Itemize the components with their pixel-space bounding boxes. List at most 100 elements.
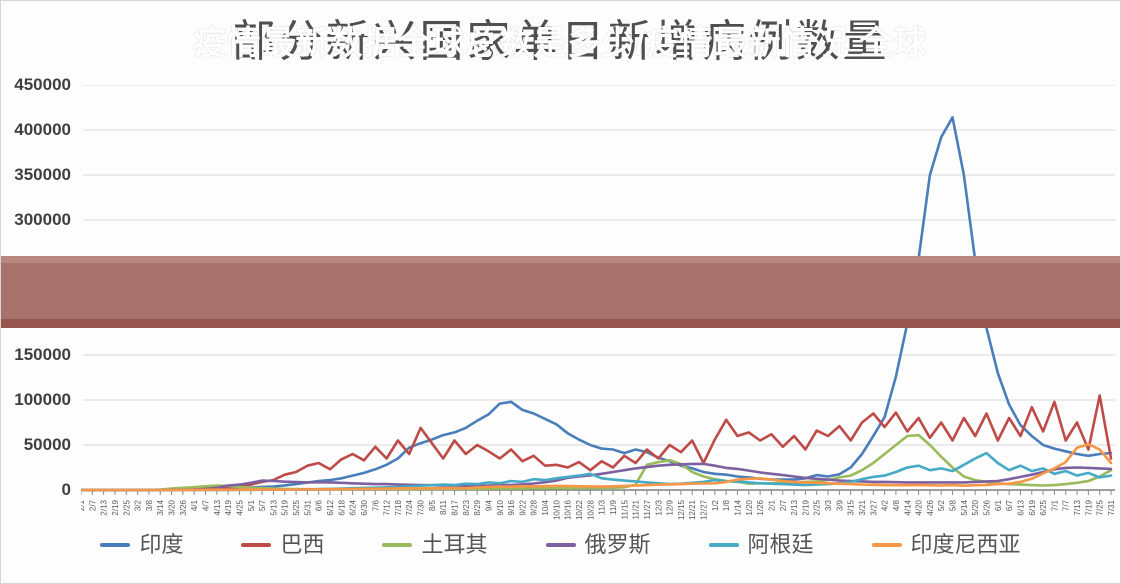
x-axis-tick-label: 3/9 [835,499,844,511]
legend-label-india: 印度 [139,532,184,557]
x-axis-tick-label: 2/19 [801,499,810,515]
x-axis-tick-label: 4/14 [903,499,912,515]
x-axis-tick-label: 12/9 [666,499,675,515]
y-axis-tick-label: 350000 [14,165,71,184]
line-russia [81,462,1113,492]
x-axis-tick-label: 2/25 [813,499,822,515]
x-axis-tick-label: 6/6 [315,499,324,511]
x-axis-tick-label: 4/19 [224,499,233,515]
y-axis-tick-label: 150000 [14,345,71,364]
legend-item-brazil: 巴西 [241,534,324,556]
x-axis-tick-label: 7/30 [417,499,426,515]
y-axis-tick-label: 400000 [14,120,71,139]
x-axis-tick-label: 3/2 [134,499,143,511]
legend-label-brazil: 巴西 [280,532,325,557]
x-axis-tick-label: 4/7 [202,499,211,511]
legend-item-russia: 俄罗斯 [545,532,651,557]
x-axis-tick-label: 6/30 [360,499,369,515]
legend-swatch-brazil [241,543,272,547]
x-axis-tick-label: 2/1 [81,499,86,511]
x-axis-tick-label: 6/1 [994,499,1003,511]
x-axis-tick-label: 5/8 [949,499,958,511]
legend-swatch-argentina [708,543,739,547]
x-axis-tick-label: 7/6 [371,499,380,511]
x-axis-tick-label: 6/12 [326,499,335,515]
legend-item-indonesia: 印度尼西亚 [871,532,1021,557]
x-axis-tick-label: 3/27 [869,499,878,515]
x-axis-tick-label: 2/7 [779,499,788,511]
x-axis-tick-label: 7/24 [405,499,414,515]
banner-bottom-strip [1,319,1120,328]
legend-item-india: 印度 [100,534,183,556]
x-axis-tick-label: 1/14 [733,499,742,515]
x-axis-tick-label: 2/7 [88,499,97,511]
x-axis-tick-label: 2/13 [100,499,109,515]
x-axis-tick-label: 5/13 [269,499,278,515]
x-axis-tick-label: 5/20 [971,499,980,515]
x-axis-tick-label: 9/22 [518,499,527,515]
x-axis-tick-label: 12/27 [700,499,709,520]
x-axis-tick-label: 8/29 [473,499,482,515]
legend-swatch-russia [545,543,576,547]
x-axis-tick-label: 5/14 [960,499,969,515]
x-axis-tick-label: 8/5 [428,499,437,511]
x-axis-tick-label: 4/25 [235,499,244,515]
x-axis-tick-label: 9/16 [507,499,516,515]
x-axis-tick-label: 1/8 [722,499,731,511]
banner-band [1,263,1120,319]
x-axis-tick-label: 3/8 [145,499,154,511]
legend-label-russia: 俄罗斯 [584,532,651,557]
x-axis-tick-label: 1/26 [756,499,765,515]
x-axis-tick-label: 4/20 [915,499,924,515]
legend-item-argentina: 阿根廷 [708,532,814,557]
x-axis-tick-label: 5/1 [247,499,256,511]
x-axis-tick-label: 11/21 [632,499,641,519]
x-axis-tick-label: 2/13 [790,499,799,515]
x-axis-tick-label: 6/24 [349,499,358,515]
x-axis-tick-label: 4/2 [881,499,890,511]
x-axis-tick-label: 8/17 [451,499,460,515]
x-axis-tick-label: 6/13 [1016,499,1025,515]
x-axis-tick-label: 4/8 [892,499,901,511]
legend-label-argentina: 阿根廷 [747,532,814,557]
line-turkey [81,433,1113,492]
x-axis-tick-label: 2/25 [122,499,131,515]
x-axis-tick-label: 7/31 [1107,499,1116,515]
x-axis-tick-label: 7/12 [383,499,392,515]
x-axis-tick-label: 10/16 [564,499,573,520]
x-axis-tick-label: 7/1 [1050,499,1059,511]
chart-legend: 印度 巴西 土耳其 俄罗斯 阿根廷 印度尼西亚 [1,534,1120,556]
y-axis-tick-label: 300000 [14,210,71,229]
x-axis-tick-label: 12/21 [688,499,697,520]
x-axis-tick-label: 3/3 [824,499,833,511]
x-axis-tick-label: 6/7 [1005,499,1014,511]
x-axis-tick-label: 11/15 [620,499,629,519]
y-axis-tick-label: 100000 [14,390,71,409]
legend-item-turkey: 土耳其 [382,532,488,557]
x-axis-tick-label: 11/27 [643,499,652,519]
x-axis-tick-label: 7/19 [1084,499,1093,515]
x-axis-tick-label: 5/7 [258,499,267,511]
x-axis-tick-label: 1/20 [745,499,754,515]
x-axis-tick-label: 12/15 [677,499,686,520]
x-axis-tick-label: 7/13 [1073,499,1082,515]
chart-title: 部分新兴国家单日新增病例数量 [231,17,890,66]
x-axis-tick-label: 7/7 [1062,499,1071,511]
x-axis-tick-label: 5/26 [982,499,991,515]
legend-label-indonesia: 印度尼西亚 [910,532,1021,557]
x-axis-tick-label: 10/4 [541,499,550,515]
x-axis-tick-label: 8/11 [439,499,448,515]
x-axis-tick-label: 5/25 [292,499,301,515]
x-axis-tick-label: 3/20 [168,499,177,515]
legend-label-turkey: 土耳其 [421,532,488,557]
banner-text: 疫情最新数据全球总数是多少/疫情最新情况 全球 [193,24,928,61]
x-axis-tick-label: 2/19 [111,499,120,515]
y-axis-tick-label: 50000 [23,435,71,454]
x-axis-tick-label: 9/10 [496,499,505,515]
x-axis-tick-label: 4/1 [190,499,199,511]
legend-swatch-india [100,543,131,547]
x-axis-tick-label: 5/31 [303,499,312,515]
overlay-banner [1,256,1120,328]
x-axis-tick-label: 12/3 [654,499,663,515]
